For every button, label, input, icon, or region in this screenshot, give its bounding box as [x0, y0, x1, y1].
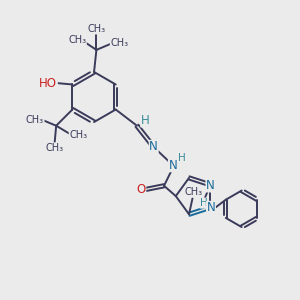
Text: HO: HO	[39, 76, 57, 89]
Text: CH₃: CH₃	[69, 130, 87, 140]
Text: CH₃: CH₃	[87, 24, 106, 34]
Text: O: O	[136, 183, 146, 196]
Text: H: H	[141, 114, 149, 127]
Text: N: N	[206, 179, 215, 192]
Text: N: N	[149, 140, 158, 153]
Text: CH₃: CH₃	[46, 143, 64, 153]
Text: H: H	[178, 153, 186, 163]
Text: N: N	[207, 201, 215, 214]
Text: CH₃: CH₃	[68, 34, 86, 45]
Text: CH₃: CH₃	[110, 38, 128, 48]
Text: CH₃: CH₃	[184, 187, 202, 197]
Text: CH₃: CH₃	[26, 115, 44, 125]
Text: N: N	[169, 159, 177, 172]
Text: H: H	[200, 198, 208, 208]
